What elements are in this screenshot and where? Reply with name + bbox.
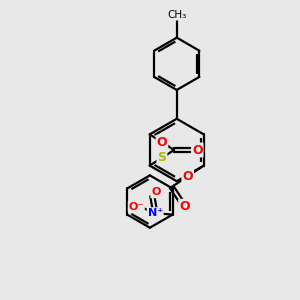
Text: N⁺: N⁺ [148, 208, 163, 218]
Text: O⁻: O⁻ [129, 202, 144, 212]
Text: S: S [158, 151, 166, 164]
Text: O: O [182, 170, 193, 183]
Text: O: O [151, 187, 160, 197]
Text: O: O [192, 143, 202, 157]
Text: O: O [179, 200, 190, 213]
Text: O: O [157, 136, 167, 149]
Text: CH₃: CH₃ [167, 10, 186, 20]
